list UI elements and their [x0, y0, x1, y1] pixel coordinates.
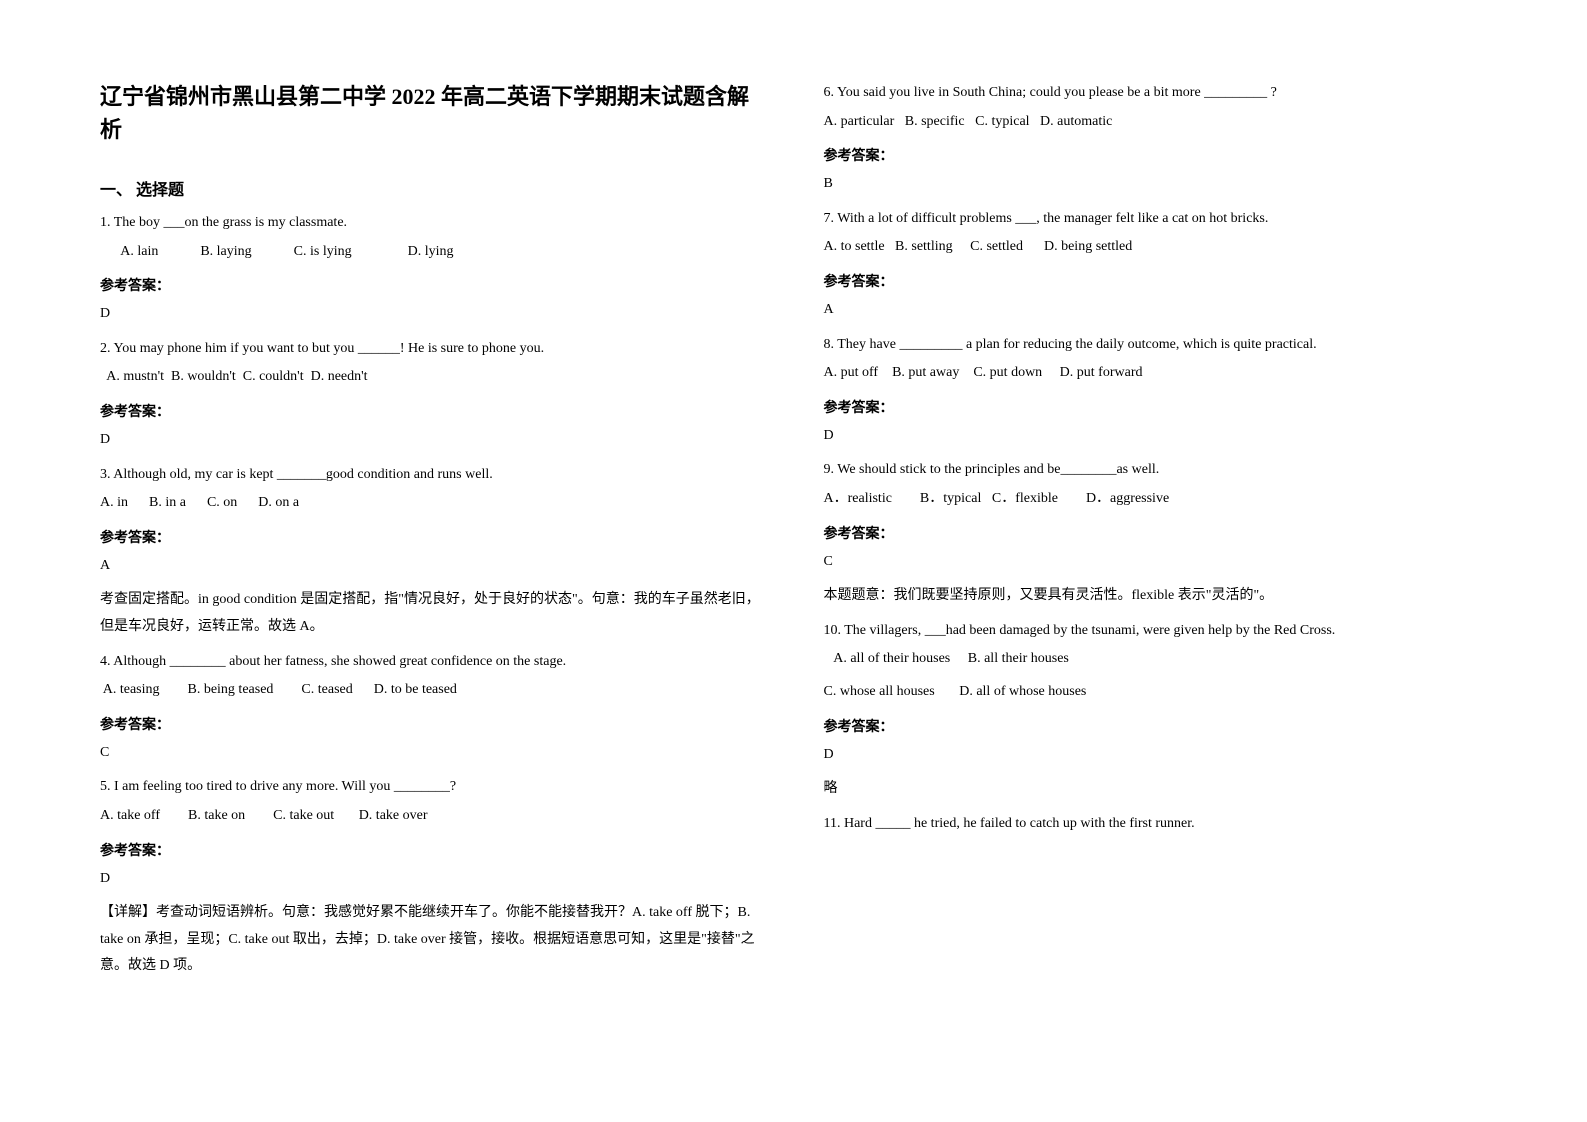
question-5: 5. I am feeling too tired to drive any m… — [100, 774, 764, 801]
question-6: 6. You said you live in South China; cou… — [824, 80, 1488, 107]
answer-label-6: 参考答案： — [824, 145, 1488, 165]
answer-label-8: 参考答案： — [824, 397, 1488, 417]
answer-4: C — [100, 740, 764, 767]
answer-label-2: 参考答案： — [100, 401, 764, 421]
question-4: 4. Although ________ about her fatness, … — [100, 649, 764, 676]
question-1: 1. The boy ___on the grass is my classma… — [100, 210, 764, 237]
answer-label-1: 参考答案： — [100, 275, 764, 295]
options-1: A. lain B. laying C. is lying D. lying — [100, 239, 764, 266]
answer-label-5: 参考答案： — [100, 840, 764, 860]
options-6: A. particular B. specific C. typical D. … — [824, 109, 1488, 136]
answer-label-3: 参考答案： — [100, 527, 764, 547]
question-9: 9. We should stick to the principles and… — [824, 457, 1488, 484]
explanation-3: 考查固定搭配。in good condition 是固定搭配，指"情况良好，处于… — [100, 587, 764, 640]
explanation-5: 【详解】考查动词短语辨析。句意：我感觉好累不能继续开车了。你能不能接替我开？A.… — [100, 900, 764, 980]
question-11: 11. Hard _____ he tried, he failed to ca… — [824, 811, 1488, 838]
options-8: A. put off B. put away C. put down D. pu… — [824, 360, 1488, 387]
options-10b: C. whose all houses D. all of whose hous… — [824, 679, 1488, 706]
page-title: 辽宁省锦州市黑山县第二中学 2022 年高二英语下学期期末试题含解析 — [100, 80, 764, 146]
answer-1: D — [100, 301, 764, 328]
question-7: 7. With a lot of difficult problems ___,… — [824, 206, 1488, 233]
answer-3: A — [100, 553, 764, 580]
answer-7: A — [824, 297, 1488, 324]
question-10: 10. The villagers, ___had been damaged b… — [824, 618, 1488, 645]
options-2: A. mustn't B. wouldn't C. couldn't D. ne… — [100, 364, 764, 391]
question-8: 8. They have _________ a plan for reduci… — [824, 332, 1488, 359]
options-4: A. teasing B. being teased C. teased D. … — [100, 677, 764, 704]
section-header: 一、 选择题 — [100, 176, 764, 200]
answer-label-7: 参考答案： — [824, 271, 1488, 291]
answer-9: C — [824, 549, 1488, 576]
options-9: A．realistic B．typical C．flexible D．aggre… — [824, 486, 1488, 513]
right-column: 6. You said you live in South China; cou… — [824, 80, 1488, 1042]
options-7: A. to settle B. settling C. settled D. b… — [824, 234, 1488, 261]
explanation-10: 略 — [824, 776, 1488, 803]
options-10a: A. all of their houses B. all their hous… — [824, 646, 1488, 673]
left-column: 辽宁省锦州市黑山县第二中学 2022 年高二英语下学期期末试题含解析 一、 选择… — [100, 80, 764, 1042]
answer-10: D — [824, 742, 1488, 769]
options-3: A. in B. in a C. on D. on a — [100, 490, 764, 517]
answer-label-9: 参考答案： — [824, 523, 1488, 543]
answer-label-4: 参考答案： — [100, 714, 764, 734]
question-3: 3. Although old, my car is kept _______g… — [100, 462, 764, 489]
question-2: 2. You may phone him if you want to but … — [100, 336, 764, 363]
answer-8: D — [824, 423, 1488, 450]
options-5: A. take off B. take on C. take out D. ta… — [100, 803, 764, 830]
answer-5: D — [100, 866, 764, 893]
answer-label-10: 参考答案： — [824, 716, 1488, 736]
answer-2: D — [100, 427, 764, 454]
answer-6: B — [824, 171, 1488, 198]
explanation-9: 本题题意：我们既要坚持原则，又要具有灵活性。flexible 表示"灵活的"。 — [824, 583, 1488, 610]
